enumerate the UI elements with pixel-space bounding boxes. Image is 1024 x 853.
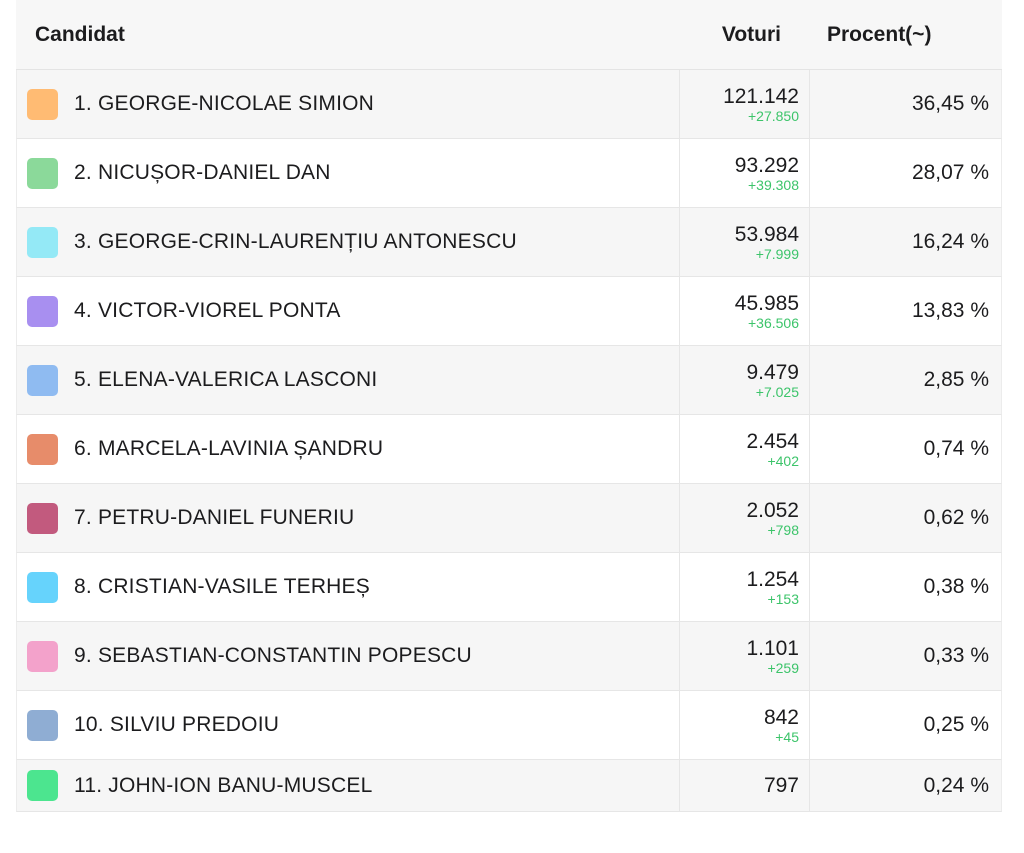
color-swatch — [27, 709, 58, 741]
color-swatch — [27, 226, 58, 258]
table-header: Candidat Voturi Procent(~) — [16, 0, 1002, 70]
candidate-cell: 4. VICTOR-VIOREL PONTA — [17, 277, 680, 345]
candidate-name: 10. SILVIU PREDOIU — [74, 713, 280, 736]
votes-count: 797 — [763, 774, 799, 797]
percent-cell: 0,25 % — [923, 713, 989, 736]
candidate-cell: 9. SEBASTIAN-CONSTANTIN POPESCU — [17, 622, 680, 690]
table-row[interactable]: 7. PETRU-DANIEL FUNERIU 2.052 +798 0,62 % — [16, 484, 1002, 553]
candidate-cell: 5. ELENA-VALERICA LASCONI — [17, 346, 680, 414]
candidate-name: 2. NICUȘOR-DANIEL DAN — [74, 161, 331, 184]
percent-cell: 28,07 % — [911, 161, 989, 184]
votes-count: 1.101 — [746, 636, 799, 660]
votes-count: 93.292 — [734, 153, 799, 177]
votes-count: 121.142 — [723, 84, 799, 108]
results-table: Candidat Voturi Procent(~) 1. GEORGE-NIC… — [16, 0, 1002, 812]
votes-count: 53.984 — [734, 222, 799, 246]
table-row[interactable]: 6. MARCELA-LAVINIA ȘANDRU 2.454 +402 0,74 % — [16, 415, 1002, 484]
header-candidate: Candidat — [35, 22, 125, 46]
votes-cell: 2.454 +402 — [680, 415, 810, 483]
color-swatch — [27, 640, 58, 672]
votes-count: 2.052 — [746, 498, 799, 522]
candidate-name: 6. MARCELA-LAVINIA ȘANDRU — [74, 437, 384, 460]
candidate-name: 11. JOHN-ION BANU-MUSCEL — [74, 773, 373, 797]
percent-cell: 0,33 % — [923, 644, 989, 667]
color-swatch — [27, 770, 58, 801]
percent-cell: 0,74 % — [923, 437, 989, 460]
votes-count: 45.985 — [734, 291, 799, 315]
votes-count: 842 — [763, 705, 799, 729]
percent-cell: 13,83 % — [911, 299, 989, 322]
candidate-name: 9. SEBASTIAN-CONSTANTIN POPESCU — [74, 644, 472, 667]
votes-delta: +798 — [767, 521, 799, 538]
votes-cell: 9.479 +7.025 — [680, 346, 810, 414]
votes-cell: 121.142 +27.850 — [680, 70, 810, 138]
header-votes: Voturi — [721, 22, 781, 46]
percent-cell: 2,85 % — [923, 368, 989, 391]
votes-cell: 797 — [680, 760, 810, 811]
header-percent: Procent(~) — [827, 22, 932, 46]
candidate-cell: 1. GEORGE-NICOLAE SIMION — [17, 70, 680, 138]
table-row[interactable]: 1. GEORGE-NICOLAE SIMION 121.142 +27.850 36… — [16, 70, 1002, 139]
votes-count: 2.454 — [746, 429, 799, 453]
table-row[interactable]: 10. SILVIU PREDOIU 842 +45 0,25 % — [16, 691, 1002, 760]
votes-delta: +402 — [767, 452, 799, 469]
candidate-name: 4. VICTOR-VIOREL PONTA — [74, 299, 341, 322]
candidate-name: 8. CRISTIAN-VASILE TERHEȘ — [74, 575, 370, 598]
votes-delta: +45 — [775, 728, 799, 745]
color-swatch — [27, 502, 58, 534]
table-row[interactable]: 11. JOHN-ION BANU-MUSCEL 797 0,24 % — [16, 760, 1002, 812]
candidate-name: 5. ELENA-VALERICA LASCONI — [74, 368, 378, 391]
votes-cell: 2.052 +798 — [680, 484, 810, 552]
candidate-name: 3. GEORGE-CRIN-LAURENȚIU ANTONESCU — [74, 230, 517, 253]
votes-count: 1.254 — [746, 567, 799, 591]
percent-cell: 16,24 % — [911, 230, 989, 253]
percent-cell: 36,45 % — [911, 92, 989, 115]
table-row[interactable]: 4. VICTOR-VIOREL PONTA 45.985 +36.506 13,83… — [16, 277, 1002, 346]
votes-cell: 45.985 +36.506 — [680, 277, 810, 345]
color-swatch — [27, 295, 58, 327]
percent-cell: 0,24 % — [923, 773, 989, 797]
votes-count: 9.479 — [746, 360, 799, 384]
candidate-cell: 6. MARCELA-LAVINIA ȘANDRU — [17, 415, 680, 483]
votes-cell: 1.254 +153 — [680, 553, 810, 621]
percent-cell: 0,38 % — [923, 575, 989, 598]
votes-cell: 53.984 +7.999 — [680, 208, 810, 276]
table-row[interactable]: 9. SEBASTIAN-CONSTANTIN POPESCU 1.101 +259… — [16, 622, 1002, 691]
table-body: 1. GEORGE-NICOLAE SIMION 121.142 +27.850 36… — [16, 70, 1002, 812]
votes-cell: 1.101 +259 — [680, 622, 810, 690]
color-swatch — [27, 364, 58, 396]
candidate-cell: 11. JOHN-ION BANU-MUSCEL — [17, 760, 680, 811]
table-row[interactable]: 3. GEORGE-CRIN-LAURENȚIU ANTONESCU 53.984… — [16, 208, 1002, 277]
candidate-cell: 3. GEORGE-CRIN-LAURENȚIU ANTONESCU — [17, 208, 680, 276]
votes-delta: +153 — [767, 590, 799, 607]
table-row[interactable]: 5. ELENA-VALERICA LASCONI 9.479 +7.025 2,85… — [16, 346, 1002, 415]
color-swatch — [27, 157, 58, 189]
table-row[interactable]: 8. CRISTIAN-VASILE TERHEȘ 1.254 +153 0,38 % — [16, 553, 1002, 622]
candidate-cell: 7. PETRU-DANIEL FUNERIU — [17, 484, 680, 552]
color-swatch — [27, 88, 58, 120]
percent-cell: 0,62 % — [923, 506, 989, 529]
candidate-cell: 8. CRISTIAN-VASILE TERHEȘ — [17, 553, 680, 621]
votes-delta: +36.506 — [748, 314, 799, 331]
table-row[interactable]: 2. NICUȘOR-DANIEL DAN 93.292 +39.308 28,07 … — [16, 139, 1002, 208]
votes-delta: +7.025 — [755, 383, 799, 400]
candidate-name: 7. PETRU-DANIEL FUNERIU — [74, 506, 355, 529]
votes-delta: +7.999 — [755, 245, 799, 262]
candidate-name: 1. GEORGE-NICOLAE SIMION — [74, 92, 375, 115]
candidate-cell: 2. NICUȘOR-DANIEL DAN — [17, 139, 680, 207]
votes-cell: 842 +45 — [680, 691, 810, 759]
votes-delta: +39.308 — [748, 176, 799, 193]
color-swatch — [27, 571, 58, 603]
votes-delta: +27.850 — [748, 107, 799, 124]
votes-cell: 93.292 +39.308 — [680, 139, 810, 207]
votes-delta: +259 — [767, 659, 799, 676]
color-swatch — [27, 433, 58, 465]
candidate-cell: 10. SILVIU PREDOIU — [17, 691, 680, 759]
